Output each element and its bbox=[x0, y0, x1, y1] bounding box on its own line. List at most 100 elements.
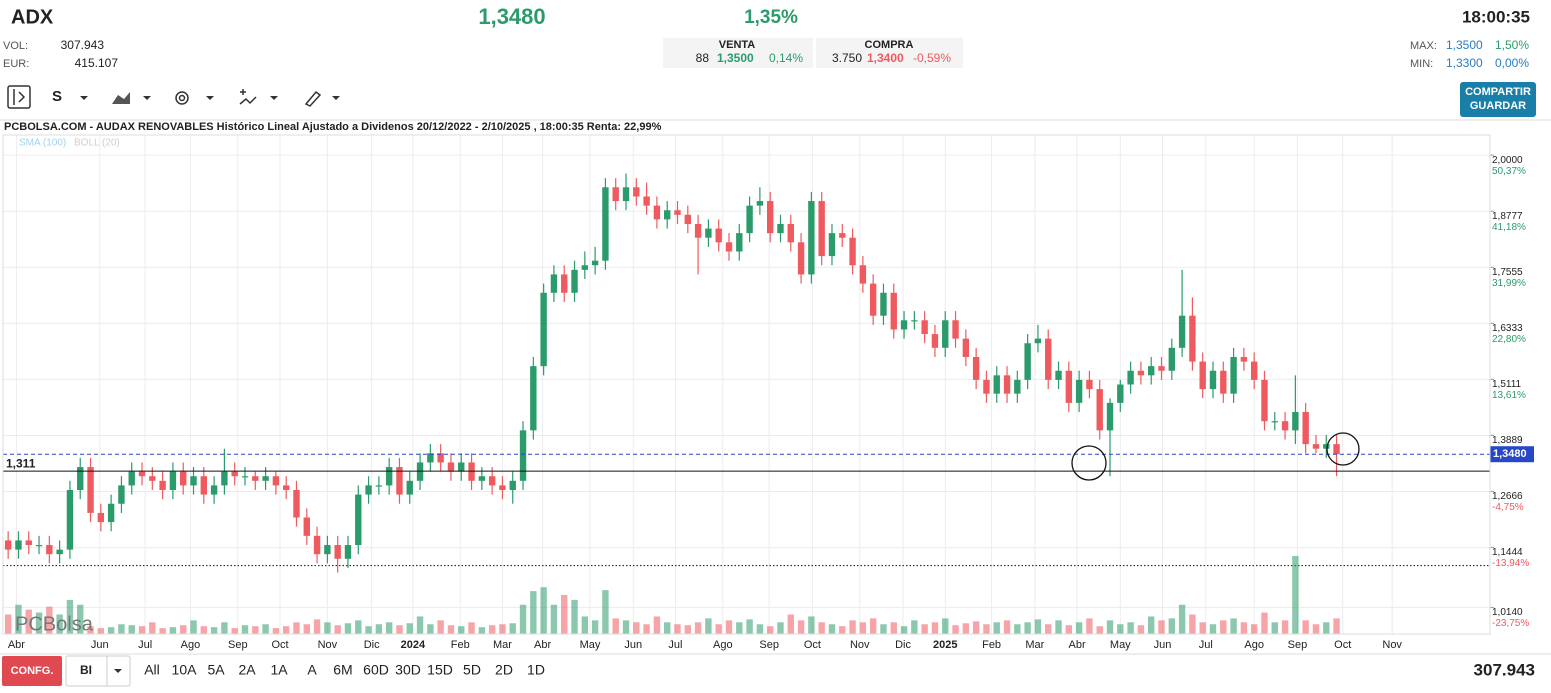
style-select[interactable] bbox=[65, 655, 131, 687]
dropdown-arrow[interactable] bbox=[332, 96, 340, 100]
candle-body bbox=[561, 274, 568, 293]
volume-bar bbox=[808, 616, 815, 634]
volume-bar bbox=[499, 624, 506, 634]
volume-bar bbox=[1158, 620, 1165, 634]
volume-bar bbox=[200, 626, 207, 634]
volume-bar bbox=[488, 625, 496, 634]
dropdown-arrow[interactable] bbox=[143, 96, 151, 100]
volume-bar bbox=[900, 626, 908, 634]
volume-bar bbox=[1292, 556, 1299, 634]
volume-bar bbox=[427, 624, 434, 634]
range-button[interactable]: 1A bbox=[270, 662, 288, 678]
volume-bar bbox=[859, 622, 867, 634]
range-button[interactable]: 30D bbox=[395, 662, 421, 678]
volume-bar bbox=[571, 599, 578, 634]
candle-body bbox=[684, 214, 691, 224]
candle-body bbox=[1055, 370, 1062, 380]
config-label[interactable]: CONFG. bbox=[11, 665, 54, 677]
candle-body bbox=[859, 265, 867, 284]
range-button[interactable]: 5D bbox=[463, 662, 481, 678]
share-save-button[interactable] bbox=[1460, 82, 1536, 117]
volume-bar bbox=[612, 618, 619, 634]
candle-body bbox=[653, 205, 661, 220]
range-button[interactable]: 5A bbox=[207, 662, 225, 678]
candle-body bbox=[499, 485, 506, 490]
range-button[interactable]: A bbox=[307, 662, 317, 678]
range-button[interactable]: 60D bbox=[363, 662, 389, 678]
price-tag bbox=[1490, 446, 1534, 463]
draw-icon[interactable] bbox=[304, 90, 322, 107]
candle-body bbox=[1323, 444, 1330, 449]
volume-bar bbox=[530, 591, 537, 634]
volume-bar bbox=[468, 622, 475, 634]
candle-body bbox=[1075, 379, 1083, 403]
y-tick-pct: 13,61% bbox=[1492, 390, 1526, 401]
volume-bar bbox=[1199, 622, 1206, 634]
chart-type-icon[interactable] bbox=[112, 92, 130, 104]
candle-body bbox=[180, 471, 187, 486]
candle-body bbox=[385, 467, 393, 486]
sell-pct: 0,14% bbox=[769, 51, 803, 65]
candle-body bbox=[427, 453, 434, 463]
volume-bar bbox=[684, 625, 691, 634]
x-tick-label: Jun bbox=[91, 639, 109, 651]
panel-toggle[interactable] bbox=[7, 85, 31, 109]
config-button[interactable] bbox=[2, 656, 62, 686]
buy-box bbox=[816, 38, 963, 68]
indicator-icon[interactable] bbox=[239, 89, 257, 105]
volume-bar bbox=[1024, 622, 1031, 634]
candle-body bbox=[1209, 370, 1217, 390]
volume-bar bbox=[128, 625, 135, 634]
y-tick-pct: 22,80% bbox=[1492, 334, 1526, 345]
max-label: MAX: bbox=[1410, 40, 1437, 52]
candle-body bbox=[530, 366, 537, 431]
candle-body bbox=[303, 517, 310, 536]
candle-body bbox=[396, 467, 403, 495]
candle-body bbox=[66, 489, 74, 550]
range-button[interactable]: 15D bbox=[427, 662, 453, 678]
volume-bar bbox=[797, 620, 805, 634]
dropdown-arrow[interactable] bbox=[206, 96, 214, 100]
settings-icon[interactable] bbox=[175, 91, 189, 105]
candle-body bbox=[1250, 361, 1258, 380]
range-button[interactable]: 2A bbox=[238, 662, 256, 678]
range-button[interactable]: 6M bbox=[333, 662, 352, 678]
volume-bar bbox=[1045, 624, 1052, 634]
x-tick-label: Abr bbox=[8, 639, 25, 651]
range-button[interactable]: 1D bbox=[527, 662, 545, 678]
reference-label-bg bbox=[4, 457, 38, 471]
dropdown-arrow[interactable] bbox=[114, 669, 122, 673]
candle-body bbox=[694, 223, 702, 238]
volume-bar bbox=[406, 623, 413, 634]
candle-body bbox=[571, 269, 578, 293]
save-label[interactable]: GUARDAR bbox=[1470, 100, 1526, 112]
series-button[interactable]: S bbox=[52, 88, 62, 105]
volume-bar bbox=[138, 626, 146, 634]
candle-body bbox=[911, 320, 918, 322]
volume-bar bbox=[561, 595, 568, 634]
range-buttons: All 10A 5A 2A 1A A 6M 60D 30D 15D 5D 2D 1D bbox=[144, 662, 545, 678]
candle-body bbox=[1312, 444, 1320, 449]
day-change: 1,35% bbox=[744, 7, 798, 28]
candle-body bbox=[664, 210, 671, 220]
volume-bar bbox=[324, 622, 331, 634]
reference-label: 1,311 bbox=[6, 456, 36, 470]
volume-bar bbox=[334, 625, 341, 634]
x-tick-label: Jul bbox=[1199, 639, 1213, 651]
dropdown-arrow[interactable] bbox=[270, 96, 278, 100]
candle-body bbox=[725, 242, 733, 252]
candle-body bbox=[715, 228, 722, 243]
volume-bar bbox=[272, 628, 280, 634]
sell-title: VENTA bbox=[719, 39, 756, 51]
range-button[interactable]: 2D bbox=[495, 662, 513, 678]
range-button[interactable]: All bbox=[144, 662, 160, 678]
style-label[interactable]: BI bbox=[80, 663, 92, 677]
dropdown-arrow[interactable] bbox=[80, 96, 88, 100]
volume-bar bbox=[355, 620, 362, 634]
y-tick-label: 1,5111 bbox=[1492, 379, 1522, 390]
candle-body bbox=[983, 379, 990, 394]
share-label[interactable]: COMPARTIR bbox=[1465, 86, 1531, 98]
volume-bar bbox=[478, 627, 486, 634]
y-tick-pct: -4,75% bbox=[1492, 502, 1524, 513]
range-button[interactable]: 10A bbox=[172, 662, 198, 678]
